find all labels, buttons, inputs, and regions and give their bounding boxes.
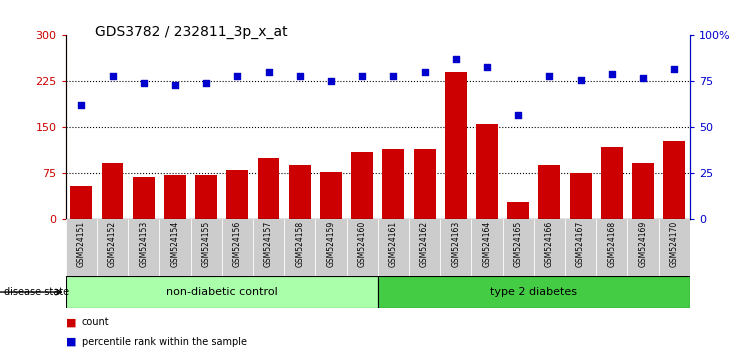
Bar (222, 219, 253, 276)
Point (200, 80, 212, 86)
Text: GSM524165: GSM524165 (514, 221, 523, 267)
Bar (472, 219, 502, 276)
Bar (502, 219, 534, 276)
Bar (66, 219, 97, 276)
Text: count: count (82, 318, 110, 327)
Bar (534, 219, 565, 276)
Point (512, 112, 524, 118)
Bar (601, 147, 623, 219)
Bar (507, 202, 529, 219)
Bar (658, 219, 690, 276)
Text: GSM524159: GSM524159 (326, 221, 336, 267)
Text: GSM524170: GSM524170 (669, 221, 679, 267)
Bar (133, 177, 155, 219)
Text: GSM524161: GSM524161 (389, 221, 398, 267)
Bar (284, 219, 315, 276)
Text: type 2 diabetes: type 2 diabetes (491, 287, 577, 297)
Bar (195, 175, 217, 219)
Point (294, 73, 306, 79)
Bar (70, 186, 92, 219)
Point (637, 75, 649, 81)
Bar (664, 141, 685, 219)
Text: GDS3782 / 232811_3p_x_at: GDS3782 / 232811_3p_x_at (95, 25, 288, 39)
Text: GSM524153: GSM524153 (139, 221, 148, 267)
Point (575, 77, 586, 82)
Point (450, 57, 461, 62)
Text: GSM524156: GSM524156 (233, 221, 242, 267)
Text: GSM524151: GSM524151 (77, 221, 86, 267)
Bar (226, 170, 248, 219)
Point (263, 69, 274, 75)
Bar (191, 219, 222, 276)
Bar (409, 219, 440, 276)
Bar (253, 219, 284, 276)
Text: GSM524158: GSM524158 (295, 221, 304, 267)
Bar (128, 219, 159, 276)
Bar (159, 219, 191, 276)
Bar (66, 276, 378, 308)
Bar (315, 219, 347, 276)
Point (606, 71, 618, 77)
Text: GSM524164: GSM524164 (483, 221, 491, 267)
Text: disease state: disease state (4, 287, 69, 297)
Bar (101, 163, 123, 219)
Bar (289, 165, 311, 219)
Point (388, 73, 399, 79)
Bar (565, 219, 596, 276)
Point (356, 73, 368, 79)
Text: ■: ■ (66, 318, 76, 327)
Bar (476, 124, 498, 219)
Bar (97, 219, 128, 276)
Bar (632, 163, 654, 219)
Bar (440, 219, 472, 276)
Bar (164, 175, 186, 219)
Point (481, 64, 493, 69)
Text: GSM524163: GSM524163 (451, 221, 461, 267)
Bar (539, 165, 561, 219)
Bar (383, 149, 404, 219)
Point (325, 79, 337, 84)
Point (419, 69, 431, 75)
Bar (569, 173, 591, 219)
Text: GSM524154: GSM524154 (170, 221, 180, 267)
Point (75, 103, 87, 108)
Bar (347, 219, 378, 276)
Text: non-diabetic control: non-diabetic control (166, 287, 277, 297)
Bar (378, 219, 409, 276)
Point (231, 73, 243, 79)
Bar (258, 158, 280, 219)
Text: GSM524162: GSM524162 (420, 221, 429, 267)
Bar (445, 72, 466, 219)
Text: GSM524168: GSM524168 (607, 221, 616, 267)
Text: GSM524169: GSM524169 (639, 221, 648, 267)
Bar (320, 172, 342, 219)
Text: GSM524160: GSM524160 (358, 221, 366, 267)
Point (169, 82, 181, 88)
Point (544, 73, 556, 79)
Text: GSM524155: GSM524155 (201, 221, 211, 267)
Point (107, 73, 118, 79)
Point (138, 80, 150, 86)
Point (669, 66, 680, 72)
Text: percentile rank within the sample: percentile rank within the sample (82, 337, 247, 347)
Text: GSM524167: GSM524167 (576, 221, 585, 267)
Text: GSM524166: GSM524166 (545, 221, 554, 267)
Bar (351, 152, 373, 219)
Bar (414, 149, 436, 219)
Text: GSM524157: GSM524157 (264, 221, 273, 267)
Bar (378, 276, 690, 308)
Bar (627, 219, 658, 276)
Text: ■: ■ (66, 337, 76, 347)
Bar (596, 219, 627, 276)
Text: GSM524152: GSM524152 (108, 221, 117, 267)
